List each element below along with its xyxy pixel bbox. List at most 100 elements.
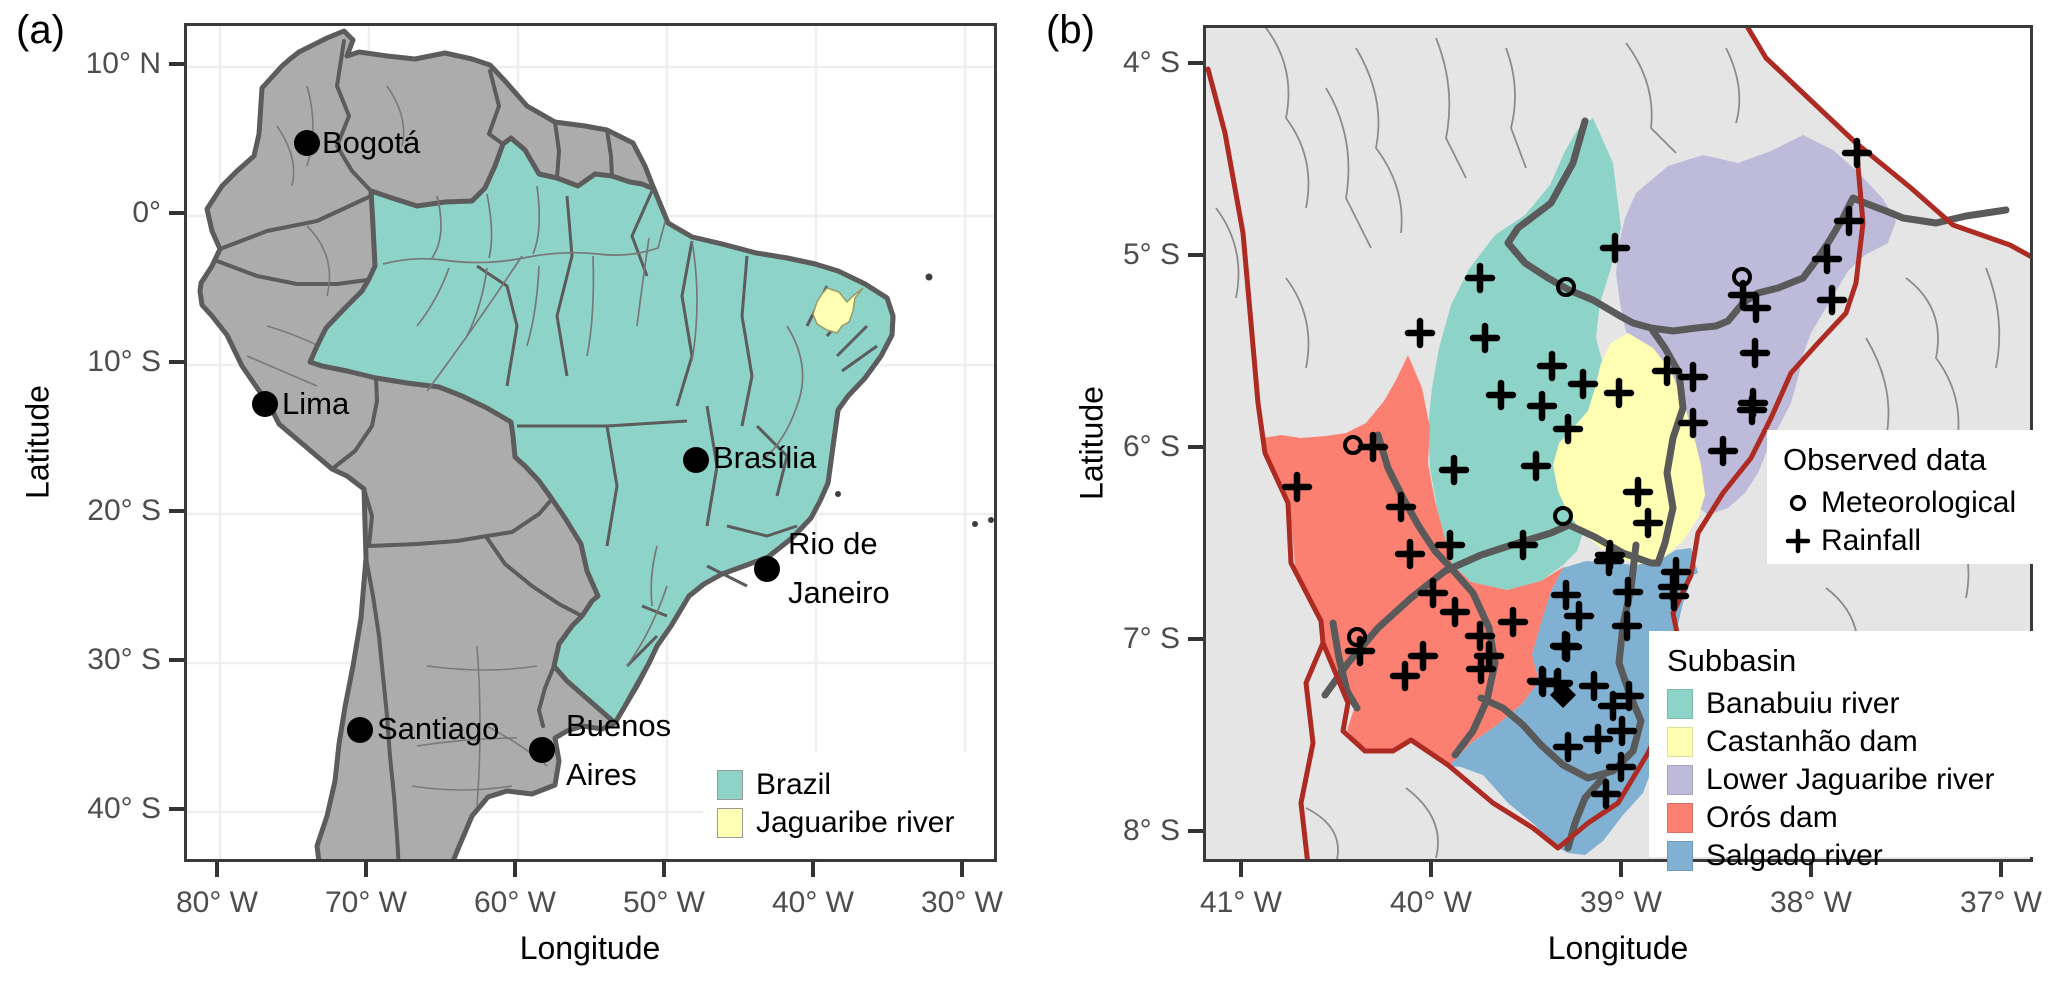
- rainfall-station-marker: [1737, 387, 1769, 419]
- salgado-swatch: [1667, 841, 1693, 871]
- x-tick-label: 70° W: [324, 886, 408, 919]
- city-dot: [529, 737, 555, 763]
- y-tick-label: 10° S: [87, 345, 161, 378]
- y-tick-mark: [1188, 637, 1203, 641]
- meteorological-marker-icon: [1783, 488, 1813, 518]
- rainfall-station-marker: [1563, 600, 1595, 632]
- rainfall-station-marker: [1385, 491, 1417, 523]
- legend-item: Castanhão dam: [1667, 725, 2015, 759]
- y-tick-mark: [1188, 445, 1203, 449]
- rainfall-station-marker: [1606, 715, 1638, 747]
- rainfall-station-marker: [1658, 580, 1690, 612]
- brazil-region: [307, 135, 896, 726]
- banabuiu-swatch: [1667, 689, 1693, 719]
- y-tick-mark: [169, 360, 184, 364]
- panel-a-plot: [184, 23, 997, 862]
- x-tick-label: 37° W: [1959, 886, 2043, 919]
- rainfall-station-marker: [1677, 361, 1709, 393]
- city-dot: [294, 130, 320, 156]
- rainfall-station-marker: [1551, 631, 1583, 663]
- rainfall-station-marker: [1578, 670, 1610, 702]
- city-label: Bogotá: [322, 125, 421, 160]
- rainfall-station-marker: [1590, 778, 1622, 810]
- rainfall-station-marker: [1651, 355, 1683, 387]
- legend-item: Brazil: [717, 768, 980, 802]
- city-label: Santiago: [377, 711, 500, 746]
- y-tick-mark: [169, 807, 184, 811]
- oros-swatch: [1667, 803, 1693, 833]
- legend-item-label: Jaguaribe river: [756, 806, 955, 839]
- legend-item: Banabuiu river: [1667, 687, 2015, 721]
- x-tick-label: 40° W: [771, 886, 855, 919]
- legend-item: Orós dam: [1667, 801, 2015, 835]
- ocean-corner: [1748, 28, 2030, 256]
- city-label: Aires: [566, 757, 637, 792]
- x-tick-label: 30° W: [920, 886, 1004, 919]
- dam-marker: [1550, 682, 1576, 708]
- oros-tributary-2: [1447, 564, 1499, 759]
- y-tick-label: 7° S: [1122, 622, 1180, 655]
- legend-item: Lower Jaguaribe river: [1667, 763, 2015, 797]
- rainfall-station-marker: [1438, 454, 1470, 486]
- x-tick-mark: [662, 862, 666, 877]
- rainfall-station-marker: [1833, 205, 1865, 237]
- city-label: Buenos: [566, 708, 672, 743]
- legend-item: Meteorological: [1783, 486, 2017, 520]
- legend-item-label: Salgado river: [1706, 839, 1883, 872]
- y-tick-mark: [169, 658, 184, 662]
- rainfall-station-marker: [1497, 606, 1529, 638]
- rainfall-station-marker: [1469, 322, 1501, 354]
- rainfall-station-marker: [1526, 390, 1558, 422]
- rainfall-station-marker: [1404, 317, 1436, 349]
- rainfall-station-marker: [1599, 232, 1631, 264]
- x-tick-mark: [1999, 862, 2003, 877]
- rainfall-station-marker: [1582, 723, 1614, 755]
- rainfall-station-marker: [1520, 450, 1552, 482]
- rainfall-station-marker: [1464, 262, 1496, 294]
- subbasin-legend-title: Subbasin: [1667, 643, 1797, 678]
- castanhao-swatch: [1667, 727, 1693, 757]
- legend-item-label: Rainfall: [1821, 524, 1922, 557]
- legend-glyph-svg: [1789, 494, 1807, 512]
- city-dot: [754, 556, 780, 582]
- meteorological-station-marker: [1343, 435, 1363, 455]
- x-tick-mark: [1619, 862, 1623, 877]
- rainfall-station-marker: [1613, 680, 1645, 712]
- panel-a-legend: Brazil Jaguaribe river: [703, 752, 994, 858]
- x-tick-label: 80° W: [175, 886, 259, 919]
- subbasin-legend: Subbasin Banabuiu river Castanhão dam Lowe…: [1649, 631, 2033, 872]
- rainfall-station-marker: [1464, 620, 1496, 652]
- rainfall-station-marker: [1597, 690, 1629, 722]
- x-tick-mark: [513, 862, 517, 877]
- rainfall-station-marker: [1552, 731, 1584, 763]
- rainfall-station-marker: [1612, 576, 1644, 608]
- oros-tributary-3: [1329, 619, 1361, 712]
- x-tick-label: 41° W: [1199, 886, 1283, 919]
- y-tick-mark: [169, 211, 184, 215]
- oros-tributary-1: [1374, 431, 1455, 572]
- panel-b-x-axis-title: Longitude: [1547, 930, 1689, 966]
- rainfall-station-marker: [1740, 292, 1772, 324]
- lower_jaguaribe-swatch: [1667, 765, 1693, 795]
- castanhao-region: [1553, 333, 1705, 565]
- panel-b-label: (b): [1046, 8, 1095, 52]
- rainfall-station-marker: [1394, 538, 1426, 570]
- legend-item-label: Lower Jaguaribe river: [1706, 763, 1995, 796]
- rainfall-station-marker: [1357, 431, 1389, 463]
- brazil-rivers: [382, 185, 804, 667]
- jaguaribe-swatch: [717, 808, 743, 838]
- jaguaribe-river-castanhao: [1649, 327, 1687, 567]
- rainfall-station-marker: [1727, 279, 1759, 311]
- x-tick-mark: [960, 862, 964, 877]
- rainfall-station-marker: [1439, 596, 1471, 628]
- rainfall-station-marker: [1550, 579, 1582, 611]
- plus-glyph: [1785, 528, 1811, 554]
- rainfall-station-marker: [1507, 529, 1539, 561]
- y-tick-label: 6° S: [1122, 430, 1180, 463]
- banabuiu-river: [1504, 117, 1655, 332]
- rainfall-station-marker: [1677, 407, 1709, 439]
- rainfall-station-marker: [1389, 660, 1421, 692]
- meteorological-station-marker: [1347, 627, 1367, 647]
- y-tick-label: 30° S: [87, 643, 161, 676]
